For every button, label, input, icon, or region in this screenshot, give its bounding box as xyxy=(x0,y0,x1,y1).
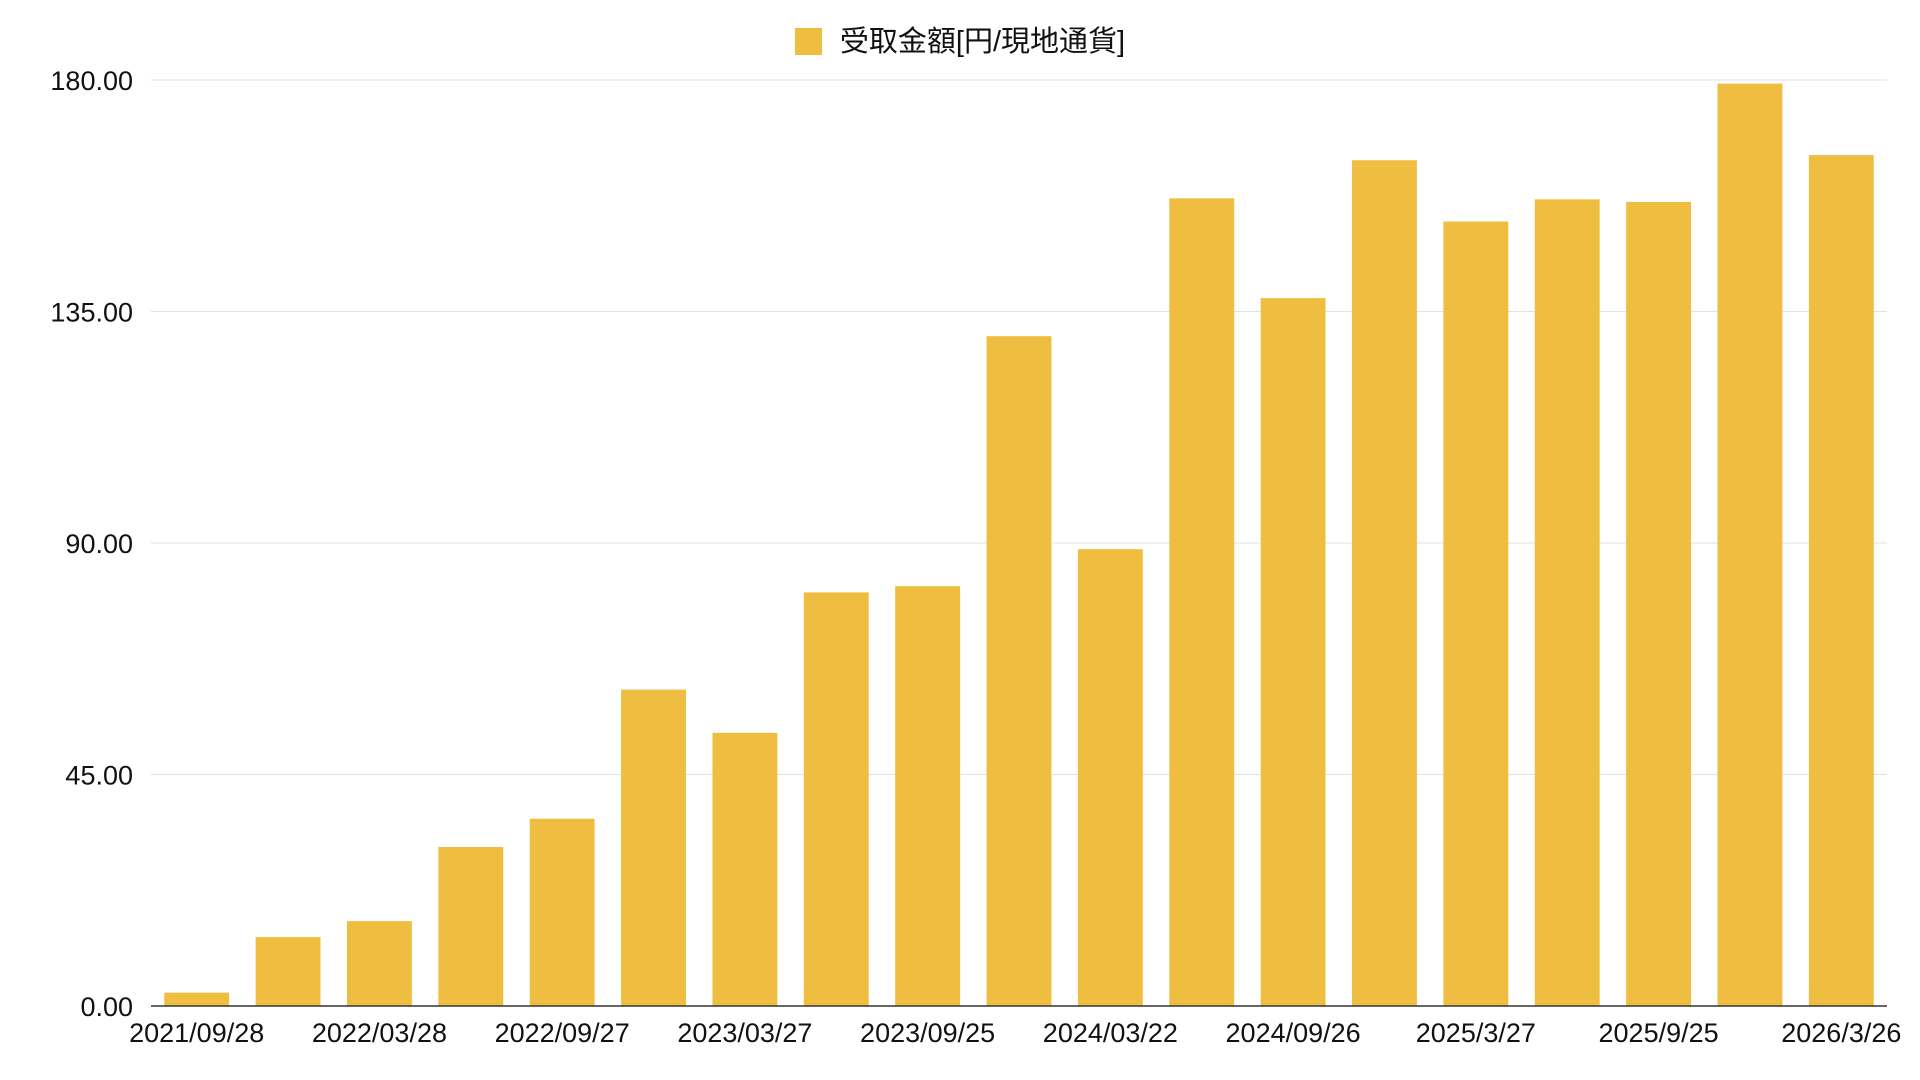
bar xyxy=(1626,201,1692,1006)
bar xyxy=(1443,221,1509,1006)
bar xyxy=(255,937,321,1006)
bar xyxy=(803,592,869,1006)
bar xyxy=(1717,83,1783,1006)
y-tick-label: 135.00 xyxy=(50,298,133,328)
bar xyxy=(986,336,1052,1006)
bar xyxy=(1534,199,1600,1007)
y-tick-label: 0.00 xyxy=(80,992,133,1022)
bar xyxy=(1352,160,1417,1007)
bar xyxy=(712,732,778,1006)
bar xyxy=(621,689,686,1006)
x-tick-label: 2022/09/27 xyxy=(495,1018,630,1048)
x-tick-label: 2024/09/26 xyxy=(1226,1018,1361,1048)
x-tick-label: 2025/9/25 xyxy=(1599,1018,1719,1048)
x-tick-label: 2023/09/25 xyxy=(860,1018,995,1048)
legend: 受取金額[円/現地通貨] xyxy=(0,18,1920,60)
x-tick-label: 2025/3/27 xyxy=(1416,1018,1536,1048)
y-tick-label: 180.00 xyxy=(50,66,133,96)
y-tick-label: 90.00 xyxy=(65,529,133,559)
bar xyxy=(1808,155,1874,1006)
bar xyxy=(895,586,961,1006)
x-tick-label: 2024/03/22 xyxy=(1043,1018,1178,1048)
bar xyxy=(164,992,230,1006)
x-tick-label: 2022/03/28 xyxy=(312,1018,447,1048)
bar xyxy=(438,847,504,1006)
bar xyxy=(1077,549,1143,1006)
x-tick-label: 2023/03/27 xyxy=(677,1018,812,1048)
y-tick-label: 45.00 xyxy=(65,761,133,791)
bar xyxy=(529,818,595,1006)
legend-swatch xyxy=(794,28,822,55)
bar xyxy=(346,921,412,1006)
bar xyxy=(1169,198,1235,1007)
x-tick-label: 2026/3/26 xyxy=(1781,1018,1901,1048)
x-tick-label: 2021/09/28 xyxy=(129,1018,264,1048)
bar xyxy=(1260,298,1326,1006)
legend-label: 受取金額[円/現地通貨] xyxy=(839,26,1126,58)
